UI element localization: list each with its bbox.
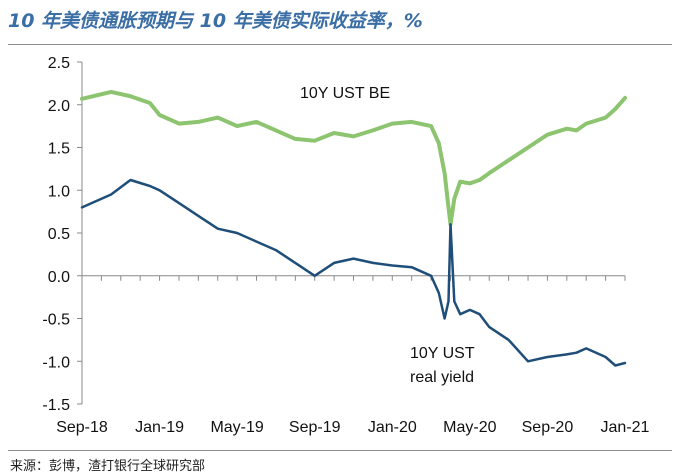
- real-yield-label-line2: real yield: [410, 369, 474, 386]
- series-lines: [80, 89, 627, 367]
- y-tick-label: -1.0: [42, 354, 70, 371]
- y-axis: 2.5 2.0 1.5 1.0 0.5 0.0 -0.5 -1.0 -1.5: [42, 55, 83, 414]
- x-tick-label: Sep-19: [289, 419, 341, 436]
- x-tick-label: May-20: [443, 419, 496, 436]
- x-tick-label: Jan-19: [135, 419, 184, 436]
- y-tick-label: 2.0: [48, 98, 70, 115]
- x-tick-label: Sep-18: [56, 419, 108, 436]
- chart-title: 10 年美债通胀预期与 10 年美债实际收益率，%: [8, 10, 423, 32]
- x-tick-label: May-19: [210, 419, 263, 436]
- y-tick-label: 1.0: [48, 183, 70, 200]
- series-line-real-yield: [80, 178, 627, 367]
- be-series-label: 10Y UST BE: [300, 85, 390, 102]
- y-tick-label: 0.0: [48, 269, 70, 286]
- series-line-be: [80, 89, 627, 227]
- y-tick-label: -1.5: [42, 397, 70, 414]
- x-axis: Sep-18 Jan-19 May-19 Sep-19 Jan-20 May-20 Sep-…: [56, 275, 650, 436]
- title-divider: [8, 44, 672, 45]
- y-tick-label: 2.5: [48, 55, 70, 72]
- y-tick-label: 0.5: [48, 226, 70, 243]
- x-tick-label: Jan-21: [601, 419, 650, 436]
- y-tick-label: -0.5: [42, 312, 70, 329]
- real-yield-label-line1: 10Y UST: [410, 345, 475, 362]
- x-tick-label: Sep-20: [522, 419, 574, 436]
- source-note: 来源：彭博，渣打银行全球研究部: [10, 459, 206, 474]
- y-tick-label: 1.5: [48, 141, 70, 158]
- footer-divider: [8, 450, 672, 451]
- x-tick-label: Jan-20: [368, 419, 417, 436]
